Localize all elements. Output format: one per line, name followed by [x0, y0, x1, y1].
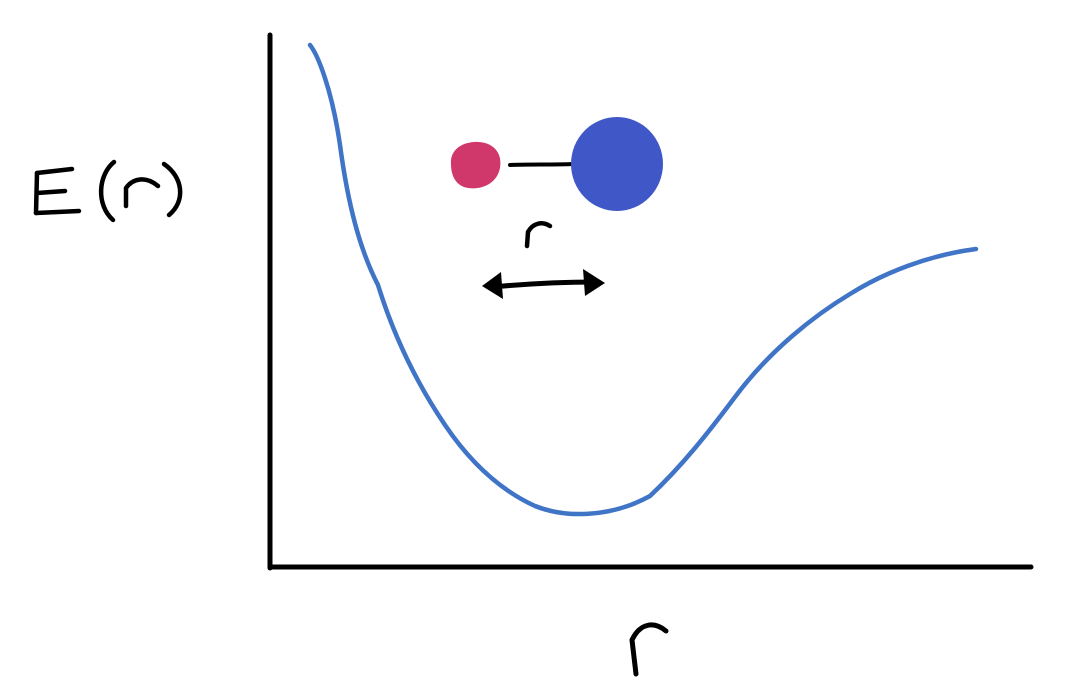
arrowhead-left	[482, 272, 503, 299]
arrowhead-right	[583, 269, 605, 296]
small-atom	[450, 141, 501, 189]
energy-curve	[307, 42, 979, 517]
y-axis-label-glyphs	[33, 159, 183, 223]
large-atom	[571, 117, 663, 211]
double-arrow-shaft	[489, 279, 598, 290]
x-axis-label-glyph	[629, 622, 669, 677]
bond-length-r-glyph	[524, 221, 553, 249]
bond-line	[508, 162, 575, 167]
molecule	[450, 117, 663, 211]
double-arrow	[482, 269, 605, 299]
